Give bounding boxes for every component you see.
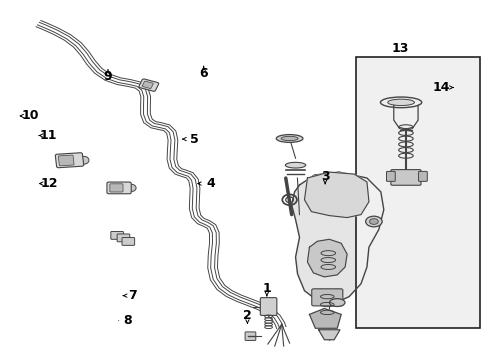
Polygon shape	[310, 309, 341, 328]
Polygon shape	[307, 239, 347, 277]
FancyBboxPatch shape	[111, 231, 123, 239]
FancyBboxPatch shape	[312, 289, 343, 306]
FancyBboxPatch shape	[245, 332, 256, 341]
FancyBboxPatch shape	[110, 184, 123, 192]
FancyBboxPatch shape	[260, 298, 277, 315]
FancyBboxPatch shape	[55, 153, 84, 168]
Text: 14: 14	[433, 81, 450, 94]
Ellipse shape	[276, 135, 303, 143]
Text: 2: 2	[243, 310, 252, 323]
Text: 12: 12	[41, 177, 58, 190]
Text: 5: 5	[190, 132, 198, 145]
FancyBboxPatch shape	[139, 79, 159, 91]
Ellipse shape	[366, 216, 382, 227]
Ellipse shape	[285, 162, 306, 168]
Text: 1: 1	[263, 282, 271, 295]
Ellipse shape	[127, 184, 136, 192]
FancyBboxPatch shape	[122, 238, 135, 246]
Text: 6: 6	[199, 67, 208, 80]
Text: 4: 4	[207, 177, 216, 190]
Text: 11: 11	[40, 129, 57, 142]
Text: 7: 7	[128, 289, 137, 302]
Ellipse shape	[79, 156, 89, 164]
FancyBboxPatch shape	[117, 234, 130, 242]
Text: 3: 3	[321, 170, 329, 183]
FancyBboxPatch shape	[107, 182, 131, 194]
Bar	[356, 57, 480, 328]
Text: 10: 10	[22, 109, 39, 122]
FancyBboxPatch shape	[142, 81, 153, 89]
Ellipse shape	[369, 219, 378, 224]
Polygon shape	[318, 330, 340, 340]
Polygon shape	[292, 172, 384, 303]
FancyBboxPatch shape	[391, 170, 421, 185]
FancyBboxPatch shape	[58, 155, 74, 166]
Text: 9: 9	[104, 70, 112, 83]
Ellipse shape	[281, 136, 298, 141]
Ellipse shape	[388, 99, 415, 105]
Polygon shape	[304, 172, 369, 217]
Text: 13: 13	[392, 42, 409, 55]
FancyBboxPatch shape	[387, 171, 395, 181]
Ellipse shape	[329, 299, 345, 306]
FancyBboxPatch shape	[418, 171, 427, 181]
Text: 8: 8	[123, 314, 132, 327]
